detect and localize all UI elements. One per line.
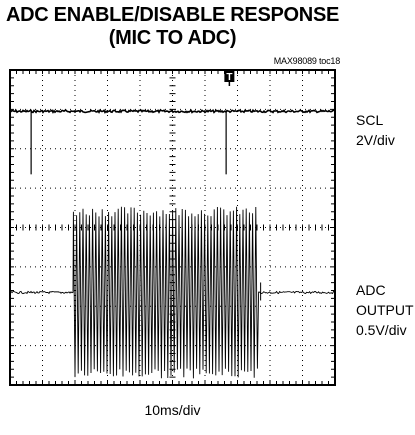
chart-title-line-1: ADC ENABLE/DISABLE RESPONSE: [5, 4, 340, 26]
scl-trace: [9, 108, 336, 114]
channel-1-scale: 2V/div: [356, 132, 395, 148]
trigger-marker-icon: [224, 71, 235, 82]
traces: [9, 108, 336, 379]
channel-1-name: SCL: [356, 112, 384, 128]
adc-output-trace: [9, 206, 335, 379]
channel-1-label: SCL 2V/div: [356, 110, 395, 150]
trigger-marker-group: T: [224, 71, 235, 86]
figure-tag: MAX98089 toc18: [273, 56, 340, 66]
chart-title: ADC ENABLE/DISABLE RESPONSE (MIC TO ADC): [0, 4, 345, 50]
plot-border: [9, 69, 336, 386]
trigger-marker-label: T: [226, 72, 232, 83]
channel-2-name: ADC: [356, 282, 386, 298]
channel-2-label: ADC OUTPUT 0.5V/div: [356, 280, 414, 340]
channel-2-scale: 0.5V/div: [356, 322, 407, 338]
x-scale-label: 10ms/div: [144, 402, 201, 418]
chart-title-line-2: (MIC TO ADC): [108, 27, 237, 49]
channel-2-name-2: OUTPUT: [356, 302, 414, 318]
